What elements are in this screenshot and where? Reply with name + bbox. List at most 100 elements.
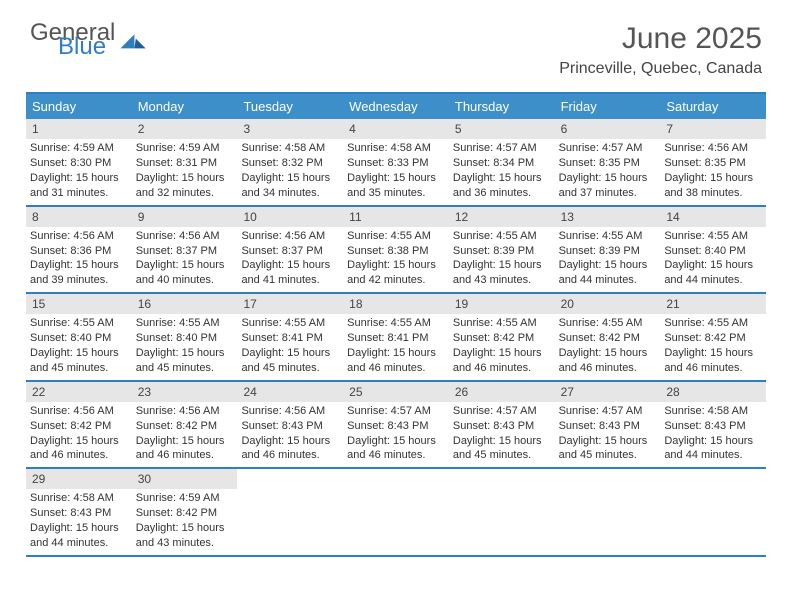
sunset-text: Sunset: 8:37 PM xyxy=(241,244,339,259)
header: General Blue June 2025 Princeville, Queb… xyxy=(0,0,792,86)
sunrise-text: Sunrise: 4:58 AM xyxy=(241,141,339,156)
sunrise-text: Sunrise: 4:57 AM xyxy=(559,404,657,419)
day-number: 13 xyxy=(555,207,661,227)
day-number xyxy=(555,469,661,473)
day-body: Sunrise: 4:57 AMSunset: 8:34 PMDaylight:… xyxy=(449,139,555,204)
daylight-text: Daylight: 15 hours and 46 minutes. xyxy=(347,434,445,464)
day-cell: 1Sunrise: 4:59 AMSunset: 8:30 PMDaylight… xyxy=(26,119,132,205)
day-number: 22 xyxy=(26,382,132,402)
day-cell xyxy=(555,469,661,555)
sunrise-text: Sunrise: 4:55 AM xyxy=(347,316,445,331)
day-number: 23 xyxy=(132,382,238,402)
sunrise-text: Sunrise: 4:56 AM xyxy=(136,404,234,419)
logo: General Blue xyxy=(30,22,147,57)
day-number: 11 xyxy=(343,207,449,227)
day-number: 27 xyxy=(555,382,661,402)
sunset-text: Sunset: 8:43 PM xyxy=(559,419,657,434)
day-number: 16 xyxy=(132,294,238,314)
sunrise-text: Sunrise: 4:56 AM xyxy=(30,229,128,244)
sunset-text: Sunset: 8:43 PM xyxy=(664,419,762,434)
day-body: Sunrise: 4:59 AMSunset: 8:30 PMDaylight:… xyxy=(26,139,132,204)
day-cell: 26Sunrise: 4:57 AMSunset: 8:43 PMDayligh… xyxy=(449,382,555,468)
week-row: 1Sunrise: 4:59 AMSunset: 8:30 PMDaylight… xyxy=(26,119,766,207)
week-row: 22Sunrise: 4:56 AMSunset: 8:42 PMDayligh… xyxy=(26,382,766,470)
day-cell: 16Sunrise: 4:55 AMSunset: 8:40 PMDayligh… xyxy=(132,294,238,380)
day-cell: 27Sunrise: 4:57 AMSunset: 8:43 PMDayligh… xyxy=(555,382,661,468)
day-cell: 12Sunrise: 4:55 AMSunset: 8:39 PMDayligh… xyxy=(449,207,555,293)
day-body: Sunrise: 4:56 AMSunset: 8:42 PMDaylight:… xyxy=(26,402,132,467)
sunrise-text: Sunrise: 4:55 AM xyxy=(664,229,762,244)
day-cell: 15Sunrise: 4:55 AMSunset: 8:40 PMDayligh… xyxy=(26,294,132,380)
sunset-text: Sunset: 8:42 PM xyxy=(30,419,128,434)
sunrise-text: Sunrise: 4:56 AM xyxy=(241,229,339,244)
daylight-text: Daylight: 15 hours and 45 minutes. xyxy=(241,346,339,376)
daylight-text: Daylight: 15 hours and 46 minutes. xyxy=(453,346,551,376)
day-body: Sunrise: 4:56 AMSunset: 8:37 PMDaylight:… xyxy=(132,227,238,292)
calendar: Sunday Monday Tuesday Wednesday Thursday… xyxy=(26,92,766,557)
day-cell: 29Sunrise: 4:58 AMSunset: 8:43 PMDayligh… xyxy=(26,469,132,555)
day-number: 8 xyxy=(26,207,132,227)
day-cell: 22Sunrise: 4:56 AMSunset: 8:42 PMDayligh… xyxy=(26,382,132,468)
day-cell: 9Sunrise: 4:56 AMSunset: 8:37 PMDaylight… xyxy=(132,207,238,293)
sunset-text: Sunset: 8:42 PM xyxy=(136,506,234,521)
location-label: Princeville, Quebec, Canada xyxy=(559,60,762,78)
daylight-text: Daylight: 15 hours and 32 minutes. xyxy=(136,171,234,201)
day-number: 18 xyxy=(343,294,449,314)
day-number: 9 xyxy=(132,207,238,227)
sunset-text: Sunset: 8:40 PM xyxy=(30,331,128,346)
day-number: 15 xyxy=(26,294,132,314)
dow-thursday: Thursday xyxy=(449,94,555,119)
daylight-text: Daylight: 15 hours and 43 minutes. xyxy=(136,521,234,551)
day-cell: 3Sunrise: 4:58 AMSunset: 8:32 PMDaylight… xyxy=(237,119,343,205)
daylight-text: Daylight: 15 hours and 46 minutes. xyxy=(30,434,128,464)
sunset-text: Sunset: 8:41 PM xyxy=(241,331,339,346)
daylight-text: Daylight: 15 hours and 44 minutes. xyxy=(30,521,128,551)
day-cell: 5Sunrise: 4:57 AMSunset: 8:34 PMDaylight… xyxy=(449,119,555,205)
sunrise-text: Sunrise: 4:55 AM xyxy=(241,316,339,331)
daylight-text: Daylight: 15 hours and 38 minutes. xyxy=(664,171,762,201)
sunset-text: Sunset: 8:42 PM xyxy=(136,419,234,434)
daylight-text: Daylight: 15 hours and 45 minutes. xyxy=(453,434,551,464)
day-cell: 14Sunrise: 4:55 AMSunset: 8:40 PMDayligh… xyxy=(660,207,766,293)
dow-saturday: Saturday xyxy=(660,94,766,119)
day-body: Sunrise: 4:58 AMSunset: 8:43 PMDaylight:… xyxy=(26,489,132,554)
daylight-text: Daylight: 15 hours and 46 minutes. xyxy=(347,346,445,376)
day-cell xyxy=(343,469,449,555)
day-number: 5 xyxy=(449,119,555,139)
dow-monday: Monday xyxy=(132,94,238,119)
day-number: 17 xyxy=(237,294,343,314)
day-cell: 20Sunrise: 4:55 AMSunset: 8:42 PMDayligh… xyxy=(555,294,661,380)
day-number: 7 xyxy=(660,119,766,139)
day-cell xyxy=(237,469,343,555)
daylight-text: Daylight: 15 hours and 37 minutes. xyxy=(559,171,657,201)
daylight-text: Daylight: 15 hours and 36 minutes. xyxy=(453,171,551,201)
day-cell: 11Sunrise: 4:55 AMSunset: 8:38 PMDayligh… xyxy=(343,207,449,293)
day-body: Sunrise: 4:57 AMSunset: 8:35 PMDaylight:… xyxy=(555,139,661,204)
day-number: 28 xyxy=(660,382,766,402)
day-cell xyxy=(449,469,555,555)
sunrise-text: Sunrise: 4:57 AM xyxy=(559,141,657,156)
day-number: 30 xyxy=(132,469,238,489)
day-cell: 19Sunrise: 4:55 AMSunset: 8:42 PMDayligh… xyxy=(449,294,555,380)
day-body: Sunrise: 4:57 AMSunset: 8:43 PMDaylight:… xyxy=(449,402,555,467)
daylight-text: Daylight: 15 hours and 44 minutes. xyxy=(559,258,657,288)
day-body: Sunrise: 4:56 AMSunset: 8:36 PMDaylight:… xyxy=(26,227,132,292)
day-cell: 21Sunrise: 4:55 AMSunset: 8:42 PMDayligh… xyxy=(660,294,766,380)
day-cell: 8Sunrise: 4:56 AMSunset: 8:36 PMDaylight… xyxy=(26,207,132,293)
day-cell: 13Sunrise: 4:55 AMSunset: 8:39 PMDayligh… xyxy=(555,207,661,293)
dow-friday: Friday xyxy=(555,94,661,119)
dow-tuesday: Tuesday xyxy=(237,94,343,119)
day-cell: 18Sunrise: 4:55 AMSunset: 8:41 PMDayligh… xyxy=(343,294,449,380)
sunset-text: Sunset: 8:43 PM xyxy=(30,506,128,521)
logo-word-blue: Blue xyxy=(58,36,115,58)
sunrise-text: Sunrise: 4:59 AM xyxy=(136,141,234,156)
day-cell: 6Sunrise: 4:57 AMSunset: 8:35 PMDaylight… xyxy=(555,119,661,205)
day-cell: 10Sunrise: 4:56 AMSunset: 8:37 PMDayligh… xyxy=(237,207,343,293)
day-body: Sunrise: 4:58 AMSunset: 8:32 PMDaylight:… xyxy=(237,139,343,204)
day-of-week-header: Sunday Monday Tuesday Wednesday Thursday… xyxy=(26,94,766,119)
day-cell: 25Sunrise: 4:57 AMSunset: 8:43 PMDayligh… xyxy=(343,382,449,468)
daylight-text: Daylight: 15 hours and 42 minutes. xyxy=(347,258,445,288)
daylight-text: Daylight: 15 hours and 31 minutes. xyxy=(30,171,128,201)
day-number: 20 xyxy=(555,294,661,314)
daylight-text: Daylight: 15 hours and 44 minutes. xyxy=(664,434,762,464)
